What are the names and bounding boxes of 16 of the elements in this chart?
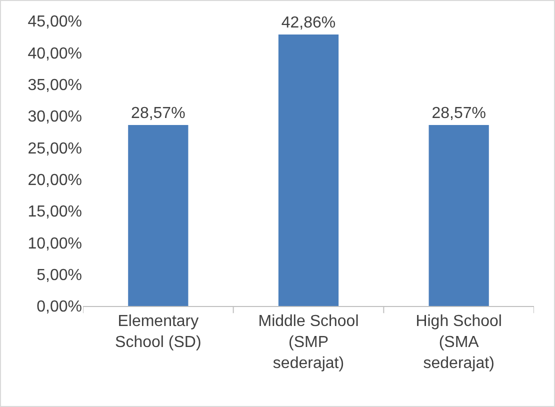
data-label: 28,57% [432,105,486,122]
y-tick-label: 45,00% [28,14,82,31]
y-tick-label: 10,00% [28,235,82,252]
y-tick-label: 30,00% [28,108,82,126]
y-tick-label: 20,00% [28,172,82,189]
y-tick-label: 40,00% [28,45,82,62]
x-tick-label: High School (SMA sederajat) [416,313,502,372]
y-tick-label: 15,00% [28,204,82,221]
y-tick-label: 5,00% [36,266,82,284]
data-label: 42,86% [281,14,336,32]
y-tick-label: 25,00% [28,140,82,158]
data-label: 28,57% [131,105,186,122]
y-tick-label: 35,00% [28,76,82,94]
x-tick-label: Elementary School (SD) [115,313,202,351]
y-tick-label: 0,00% [36,298,82,316]
x-tick-label: Middle School (SMP sederajat) [258,313,359,372]
